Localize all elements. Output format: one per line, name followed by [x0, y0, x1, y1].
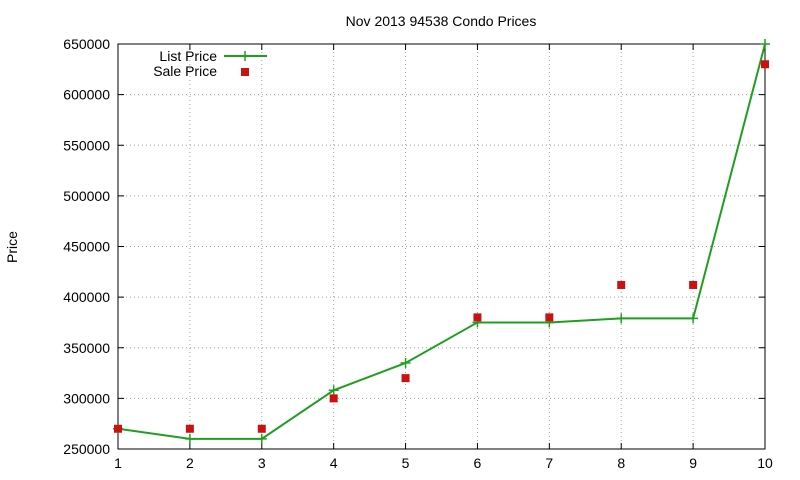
- sale-price-point: [473, 313, 482, 322]
- x-tick-label: 10: [757, 455, 773, 471]
- list-price-point: [688, 313, 699, 324]
- grid-layer: [118, 44, 765, 449]
- y-tick-label: 400000: [63, 289, 110, 305]
- sale-price-point: [761, 60, 769, 69]
- y-tick-label: 450000: [63, 239, 110, 255]
- y-tick-label: 350000: [63, 340, 110, 356]
- sale-price-point: [401, 374, 410, 383]
- y-tick-label: 500000: [63, 188, 110, 204]
- chart-title: Nov 2013 94538 Condo Prices: [346, 13, 537, 29]
- list-price-point: [616, 313, 627, 324]
- list-price-point: [400, 357, 411, 368]
- list-price-point: [760, 39, 770, 49]
- sale-price-point: [689, 280, 698, 289]
- x-tick-label: 3: [258, 455, 266, 471]
- y-tick-label: 600000: [63, 87, 110, 103]
- legend-marker-list-price: [240, 51, 250, 61]
- sale-price-point: [545, 313, 554, 322]
- list-price-point: [256, 433, 267, 444]
- x-tick-label: 4: [330, 455, 338, 471]
- sale-price-point: [617, 280, 626, 289]
- axes-layer: 250000 300000 350000 400000 450000 500000 5500…: [63, 36, 773, 471]
- y-axis-label: Price: [4, 231, 20, 263]
- x-tick-label: 8: [617, 455, 625, 471]
- sale-price-point: [257, 424, 266, 433]
- legend-label-list-price: List Price: [159, 48, 217, 64]
- x-tick-label: 6: [474, 455, 482, 471]
- x-tick-label: 2: [186, 455, 194, 471]
- sale-price-point: [114, 424, 122, 433]
- y-tick-label: 550000: [63, 137, 110, 153]
- x-tick-label: 1: [114, 455, 122, 471]
- x-tick-label: 5: [402, 455, 410, 471]
- list-price-point: [184, 433, 195, 444]
- plot-border: [117, 43, 766, 450]
- legend-marker-sale-price: [241, 68, 249, 76]
- list-price-point: [328, 385, 339, 396]
- sale-price-point: [185, 424, 194, 433]
- x-tick-label: 7: [545, 455, 553, 471]
- list-price-line: [117, 43, 766, 440]
- x-tick-label: 9: [689, 455, 697, 471]
- y-tick-label: 650000: [63, 36, 110, 52]
- y-tick-label: 250000: [63, 441, 110, 457]
- series-layer: [113, 39, 770, 444]
- sale-price-point: [329, 394, 338, 403]
- y-tick-label: 300000: [63, 390, 110, 406]
- legend-label-sale-price: Sale Price: [153, 63, 217, 79]
